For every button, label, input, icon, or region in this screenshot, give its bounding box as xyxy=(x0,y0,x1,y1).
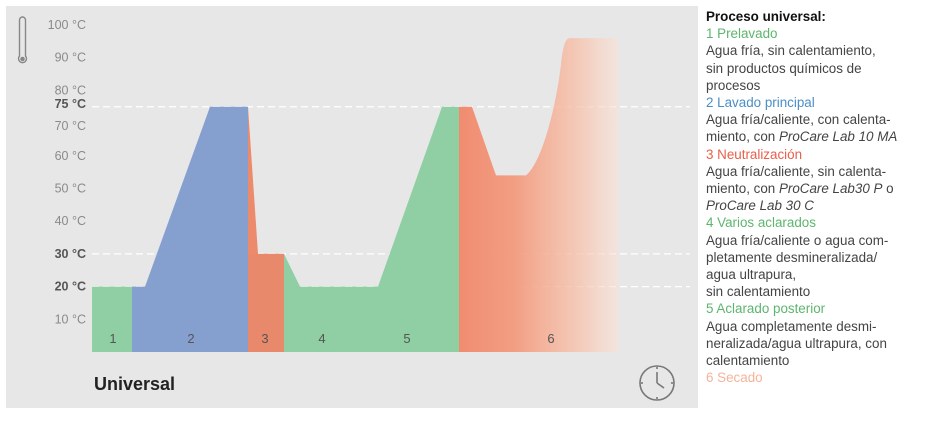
legend-item: 1 Prelavado Agua fría, sin calentamiento,… xyxy=(706,25,942,94)
phase-number-5: 5 xyxy=(403,331,410,346)
diagram-title: Universal xyxy=(94,374,175,394)
legend-item-description: pletamente desmineralizada/ xyxy=(706,249,878,265)
legend-item-heading: 4 Varios aclarados xyxy=(706,215,816,231)
legend-item-heading: 5 Aclarado posterior xyxy=(706,301,826,317)
y-tick-label: 50 °C xyxy=(55,182,86,196)
legend-item-heading: 3 Neutralización xyxy=(706,146,803,162)
legend-item-description: ProCare Lab 30 C xyxy=(706,198,814,214)
legend-item-description: sin calentamiento xyxy=(706,284,811,300)
phase-3-hold-area xyxy=(248,253,284,352)
legend-item-description: Agua fría/caliente o agua com- xyxy=(706,232,889,248)
legend-item-description: neralizada/agua ultrapura, con xyxy=(706,335,887,351)
y-tick-label: 75 °C xyxy=(55,97,86,111)
thermometer-icon xyxy=(17,16,28,64)
phase-1-area xyxy=(92,286,132,352)
legend-item-description: calentamiento xyxy=(706,353,790,369)
y-tick-label: 80 °C xyxy=(55,83,86,97)
phase-2-area xyxy=(132,106,248,352)
clock-icon xyxy=(639,365,675,401)
y-axis: 100 °C 90 °C 80 °C75 °C 70 °C 60 °C 50 °C 40 °… xyxy=(48,18,86,326)
legend-item-description: sin productos químicos de xyxy=(706,60,862,76)
legend-item: 6 Secado xyxy=(706,369,942,386)
y-tick-label: 20 °C xyxy=(55,280,86,294)
legend-item-description: miento, con ProCare Lab 10 MA xyxy=(706,129,898,145)
y-tick-label: 30 °C xyxy=(55,247,86,261)
legend-item-description: Agua fría/caliente, con calenta- xyxy=(706,112,891,128)
y-tick-label: 10 °C xyxy=(55,312,86,326)
legend-item-heading: 1 Prelavado xyxy=(706,26,778,42)
phase-number-1: 1 xyxy=(109,331,116,346)
phase-4-area xyxy=(284,253,378,352)
legend-item: 5 Aclarado posterior Agua completamente d… xyxy=(706,300,942,369)
y-tick-label: 90 °C xyxy=(55,51,86,65)
y-tick-label: 40 °C xyxy=(55,214,86,228)
phase-areas xyxy=(92,38,618,352)
legend-item-description: Agua fría/caliente, sin calenta- xyxy=(706,163,887,179)
legend-item-heading: 2 Lavado principal xyxy=(706,95,815,111)
legend-item-heading: 6 Secado xyxy=(706,370,763,386)
phase-number-4: 4 xyxy=(318,331,325,346)
legend-item: 3 Neutralización Agua fría/caliente, sin … xyxy=(706,146,942,215)
legend-item-description: Agua fría, sin calentamiento, xyxy=(706,43,876,59)
phase-number-3: 3 xyxy=(261,331,268,346)
phase-labels: 1 2 3 4 5 6 xyxy=(109,331,554,346)
legend-title: Proceso universal: xyxy=(706,9,826,24)
legend-item: 4 Varios aclarados Agua fría/caliente o a… xyxy=(706,214,942,300)
legend-items: 1 Prelavado Agua fría, sin calentamiento,… xyxy=(706,25,942,386)
y-tick-label: 100 °C xyxy=(48,18,86,32)
process-diagram: 100 °C 90 °C 80 °C75 °C 70 °C 60 °C 50 °C 40 °… xyxy=(6,6,698,408)
process-legend: Proceso universal: 1 Prelavado Agua fría,… xyxy=(706,8,942,386)
y-tick-label: 60 °C xyxy=(55,149,86,163)
legend-item-description: miento, con ProCare Lab30 P o xyxy=(706,181,894,197)
phase-number-6: 6 xyxy=(547,331,554,346)
legend-item: 2 Lavado principal Agua fría/caliente, co… xyxy=(706,94,942,146)
legend-item-description: Agua completamente desmi- xyxy=(706,318,877,334)
legend-item-description: procesos xyxy=(706,77,761,93)
phase-6-area xyxy=(459,38,618,352)
phase-5-area xyxy=(378,106,459,352)
y-tick-label: 70 °C xyxy=(55,119,86,133)
phase-number-2: 2 xyxy=(187,331,194,346)
legend-item-description: agua ultrapura, xyxy=(706,267,797,283)
